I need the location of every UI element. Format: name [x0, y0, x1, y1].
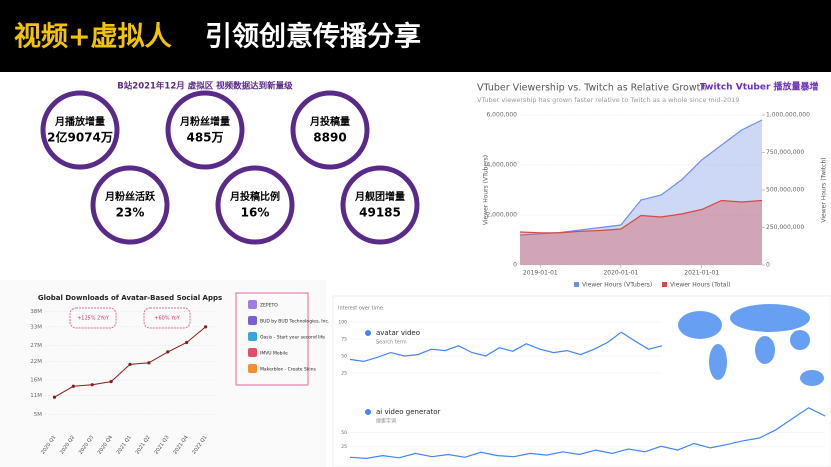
y-tick-label: 25	[341, 371, 347, 377]
app-name: Oasis - Start your second life	[260, 335, 325, 341]
stat-value: 49185	[359, 206, 401, 220]
y-tick-label: 75	[341, 337, 347, 343]
x-tick-label: 2021-01-01	[684, 270, 719, 277]
stat-label: 月粉丝增量	[179, 115, 230, 128]
y-tick-label: 16M	[30, 378, 42, 384]
annotation: +60% YoY	[154, 316, 180, 322]
stat-label: 月投稿量	[309, 115, 350, 128]
annotation: +125% 2YoY	[77, 316, 110, 322]
app-icon	[248, 348, 257, 357]
chart-title: VTuber Viewership vs. Twitch as Relative…	[477, 83, 706, 94]
legend-sub: Search term	[376, 340, 407, 346]
y-tick-label: 33M	[30, 324, 42, 330]
annotation-box	[143, 307, 191, 329]
point	[166, 350, 170, 354]
y-tick-label: 11M	[30, 393, 42, 399]
y-tick-label: 50	[341, 430, 347, 436]
legend-label: ai video generator	[376, 408, 440, 416]
point	[203, 325, 208, 329]
legend-swatch	[574, 282, 579, 287]
stat-circle	[165, 90, 245, 170]
stat-circle	[90, 165, 170, 245]
point	[147, 361, 151, 365]
point	[185, 340, 189, 345]
title-rest: 引领创意传播分享	[205, 21, 421, 53]
app-icon	[248, 332, 257, 341]
legend-dot	[365, 409, 371, 415]
y-tick-label: 6,000,000	[486, 112, 517, 119]
stat-value: 16%	[241, 206, 270, 220]
chart-subtitle: VTuber viewership has grown faster relat…	[477, 96, 740, 104]
app-icon	[248, 316, 257, 325]
legend-label: Viewer Hours (VTubers)	[582, 282, 652, 289]
point	[109, 379, 113, 384]
y-tick-label: 27M	[30, 343, 42, 349]
x-tick-label: 2020-01-01	[603, 270, 638, 277]
y-tick-label: 100	[338, 320, 347, 326]
header-bar	[0, 0, 831, 72]
y-tick-label: 50	[341, 354, 347, 360]
app-name: IMVU Mobile	[260, 351, 288, 357]
app-name: Makerblox - Create Skins	[260, 367, 317, 373]
legend-sub: 搜索字词	[376, 418, 396, 425]
stat-value: 23%	[116, 206, 145, 220]
stat-label: 月粉丝活跃	[104, 190, 156, 203]
y-tick-label: 38M	[30, 309, 42, 315]
y-tick-label: 2,000,000	[486, 212, 517, 219]
point	[52, 395, 57, 399]
x-tick-label: 2019-01-01	[523, 270, 558, 277]
stat-label: 月播放增量	[54, 115, 105, 128]
y-tick-label: 22M	[30, 359, 42, 365]
stat-circle	[40, 90, 120, 170]
stat-circle	[290, 90, 370, 170]
series-line	[519, 199, 763, 234]
y-tick-label: 25	[341, 444, 347, 450]
stat-circle	[340, 165, 420, 245]
point	[128, 362, 132, 366]
stat-value: 8890	[313, 131, 346, 145]
y2-tick-label: 500,000,000	[766, 187, 804, 194]
stat-label: 月舰团增量	[354, 190, 405, 203]
stat-label: 月投稿比例	[229, 190, 280, 203]
annotation-box	[69, 307, 117, 329]
point	[90, 383, 94, 387]
legend-label: Viewer Hours (Total)	[670, 282, 730, 289]
stats-title: B站2021年12月 虚拟区 视频数据达到新量级	[117, 81, 293, 92]
legend-swatch	[662, 282, 667, 287]
y2-tick-label: 750,000,000	[766, 149, 804, 156]
y-tick-label: 0	[513, 262, 517, 269]
stat-value: 485万	[186, 131, 223, 145]
annotation: Twitch Vtuber 播放量暴增	[700, 81, 819, 93]
stat-value: 2亿9074万	[47, 130, 113, 145]
chart-title: Global Downloads of Avatar-Based Social …	[38, 294, 222, 302]
app-icon	[248, 364, 257, 373]
y-tick-label: 4,000,000	[486, 162, 517, 169]
area-fill	[520, 200, 762, 265]
series-line	[349, 407, 826, 460]
stat-circle	[215, 165, 295, 245]
y2-tick-label: 0	[766, 262, 770, 269]
y2-tick-label: 1,000,000,000	[766, 112, 810, 119]
y-axis-label: Viewer Hours (VTubers)	[483, 155, 490, 225]
title-highlight: 视频+虚拟人	[14, 22, 172, 53]
y2-axis-label: Viewer Hours (Twitch)	[821, 157, 828, 222]
app-name: BUD by BUD Technologies, Inc.	[260, 319, 329, 325]
app-name: ZEPETO	[260, 303, 278, 309]
app-icon	[248, 300, 257, 309]
app-list-frame	[235, 292, 309, 386]
world-map	[678, 304, 824, 386]
point	[71, 384, 75, 388]
y2-tick-label: 250,000,000	[766, 224, 804, 231]
trends-title: Interest over time	[338, 306, 383, 312]
area-fill	[520, 120, 762, 265]
legend-label: avatar video	[376, 329, 420, 337]
legend-dot	[365, 330, 371, 336]
series-line	[349, 331, 663, 363]
y-tick-label: 5M	[34, 412, 42, 418]
